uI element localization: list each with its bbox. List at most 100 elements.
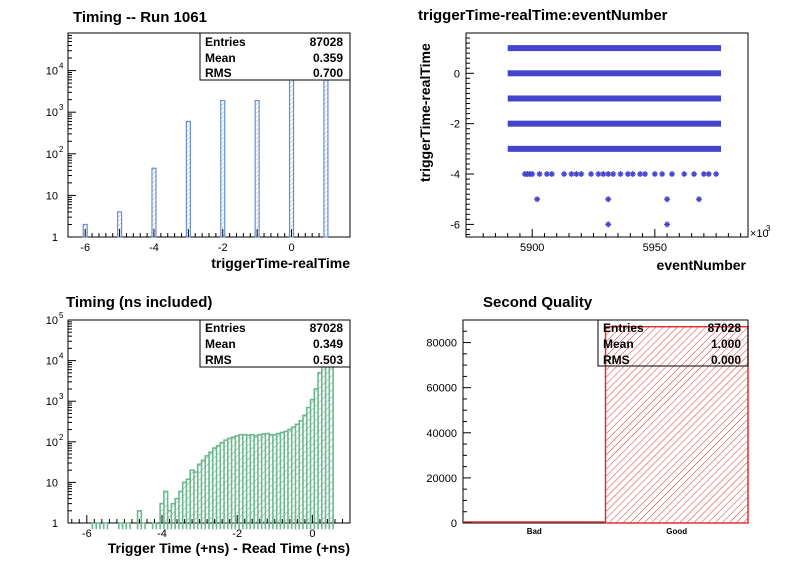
panel-scatter: triggerTime-realTime:eventNumber 5900 595… [417, 7, 771, 273]
axes-group: Bad Good 0 20000 40000 60000 80000 [426, 319, 687, 536]
scatter-point [605, 171, 612, 178]
scatter-point [536, 171, 543, 178]
y-tick-label: 0 [454, 68, 460, 80]
scatter-point [713, 171, 720, 178]
y-tick-exponent: 5 [59, 311, 64, 320]
x-category-label: Bad [527, 527, 542, 536]
scatter-point [605, 196, 612, 203]
scatter-point [610, 171, 617, 178]
stats-label: Mean [205, 51, 236, 65]
histogram-bar [185, 120, 191, 238]
scatter-point [668, 171, 675, 178]
y-tick-label: 20000 [426, 473, 457, 485]
chart-title: Timing (ns included) [66, 294, 212, 311]
stats-label: Mean [205, 337, 236, 351]
y-tick-label: 10 [46, 356, 58, 368]
x-multiplier-exponent: 3 [766, 224, 771, 233]
y-tick-exponent: 2 [59, 145, 64, 154]
dense-band [507, 70, 722, 77]
scatter-point [691, 171, 698, 178]
dense-band [507, 120, 722, 127]
scatter-point [695, 196, 702, 203]
scatter-point [637, 171, 644, 178]
stats-value: 1.000 [711, 337, 741, 351]
stats-box: Entries 87028 Mean 0.359 RMS 0.700 [199, 32, 351, 81]
stats-value: 0.000 [711, 353, 741, 367]
scatter-point [617, 171, 624, 178]
scatter-point [659, 171, 666, 178]
x-tick-label: -4 [149, 242, 159, 254]
x-tick-label: -4 [157, 528, 167, 540]
histogram-bar [604, 325, 749, 524]
x-multiplier: ×10 [750, 228, 769, 240]
y-tick-exponent: 4 [59, 352, 64, 361]
stats-value: 0.503 [313, 353, 343, 367]
x-axis-label: Trigger Time (+ns) - Read Time (+ns) [108, 540, 350, 556]
scatter-point [664, 221, 671, 228]
x-tick-label: 0 [288, 242, 294, 254]
stats-label: Mean [603, 337, 634, 351]
scatter-point [588, 171, 595, 178]
y-tick-label: 60000 [426, 383, 457, 395]
stats-value: 87028 [310, 321, 344, 335]
scatter-point [578, 171, 585, 178]
histogram-bar [254, 99, 260, 238]
stats-label: Entries [205, 35, 246, 49]
dense-band [507, 45, 722, 52]
points-group [521, 171, 720, 228]
stats-label: RMS [205, 353, 232, 367]
y-axis-label: triggerTime-realTime [417, 43, 433, 182]
y-tick-label: 1 [52, 518, 58, 530]
y-tick-label: 10 [46, 477, 58, 489]
stats-box-frame [199, 319, 351, 368]
stats-value: 0.700 [313, 66, 343, 80]
scatter-point [548, 171, 555, 178]
bars-group [463, 325, 749, 524]
scatter-point [605, 221, 612, 228]
chart-title: Timing -- Run 1061 [73, 9, 207, 26]
y-tick-label: 1 [52, 232, 58, 244]
scatter-point [651, 171, 658, 178]
bands-group [507, 45, 722, 152]
y-tick-exponent: 3 [59, 103, 64, 112]
scatter-point [664, 196, 671, 203]
stats-value: 0.359 [313, 51, 343, 65]
histogram-bar [151, 167, 157, 238]
y-tick-label: 10 [46, 107, 58, 119]
y-tick-label: 80000 [426, 338, 457, 350]
x-tick-label: 5950 [643, 242, 667, 254]
scatter-point [681, 171, 688, 178]
y-tick-label: 0 [451, 518, 457, 530]
x-tick-label: -6 [80, 242, 90, 254]
x-tick-label: -6 [82, 528, 92, 540]
stats-value: 0.349 [313, 337, 343, 351]
scatter-point [595, 171, 602, 178]
stats-value: 87028 [310, 35, 344, 49]
y-tick-label: 40000 [426, 428, 457, 440]
x-tick-label: 5900 [520, 242, 544, 254]
y-tick-label: 10 [46, 190, 58, 202]
y-tick-label: -4 [450, 169, 460, 181]
y-tick-label: 10 [46, 149, 58, 161]
y-tick-label: -6 [450, 219, 460, 231]
plot-frame [465, 32, 749, 238]
chart-title: Second Quality [483, 294, 593, 311]
stats-label: RMS [603, 353, 630, 367]
y-tick-label: -2 [450, 119, 460, 131]
y-tick-exponent: 4 [59, 62, 64, 71]
scatter-point [624, 171, 631, 178]
stats-value: 87028 [708, 321, 742, 335]
scatter-point [629, 171, 636, 178]
x-tick-label: 0 [309, 528, 315, 540]
panel-second-quality: Second Quality Bad Good 0 20000 40000 60000 80… [426, 294, 749, 536]
axes-group: 5900 5950 -6 -4 -2 0 [450, 37, 742, 254]
x-axis-label: eventNumber [657, 257, 747, 273]
scatter-point [561, 171, 568, 178]
dense-band [507, 145, 722, 152]
